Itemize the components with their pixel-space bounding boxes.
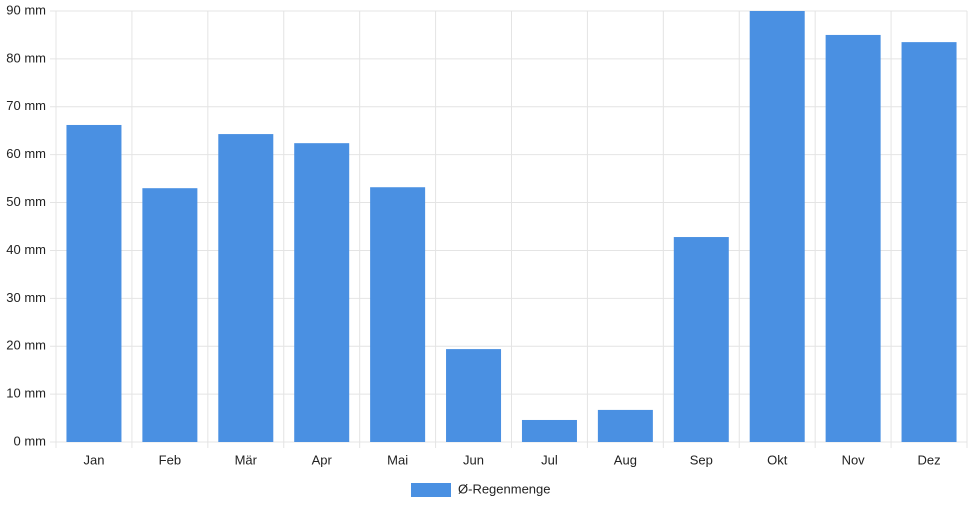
x-tick-label: Apr	[312, 452, 333, 467]
bar	[370, 187, 426, 442]
bar	[521, 419, 577, 442]
y-tick-label: 90 mm	[6, 2, 46, 17]
bar	[749, 11, 805, 442]
y-tick-label: 20 mm	[6, 338, 46, 353]
x-tick-label: Okt	[767, 452, 788, 467]
y-tick-label: 60 mm	[6, 146, 46, 161]
x-tick-label: Feb	[159, 452, 181, 467]
y-tick-label: 0 mm	[14, 433, 47, 448]
bar	[142, 188, 198, 442]
bar	[294, 143, 350, 442]
x-tick-label: Jan	[83, 452, 104, 467]
y-tick-label: 10 mm	[6, 386, 46, 401]
bar	[901, 42, 957, 442]
y-tick-label: 50 mm	[6, 194, 46, 209]
x-tick-label: Nov	[842, 452, 866, 467]
bar	[673, 237, 729, 442]
bar	[218, 134, 274, 442]
bar	[66, 124, 122, 442]
x-tick-label: Mär	[235, 452, 258, 467]
legend-swatch	[411, 483, 451, 497]
x-tick-label: Jun	[463, 452, 484, 467]
bar	[446, 349, 502, 442]
x-tick-label: Sep	[690, 452, 713, 467]
y-tick-label: 30 mm	[6, 290, 46, 305]
x-tick-label: Aug	[614, 452, 637, 467]
x-tick-label: Mai	[387, 452, 408, 467]
y-tick-label: 80 mm	[6, 50, 46, 65]
y-tick-label: 40 mm	[6, 242, 46, 257]
bar	[825, 34, 881, 442]
y-tick-label: 70 mm	[6, 98, 46, 113]
legend-label: Ø-Regenmenge	[458, 481, 551, 496]
x-tick-label: Jul	[541, 452, 558, 467]
x-tick-label: Dez	[917, 452, 940, 467]
bar	[597, 409, 653, 442]
